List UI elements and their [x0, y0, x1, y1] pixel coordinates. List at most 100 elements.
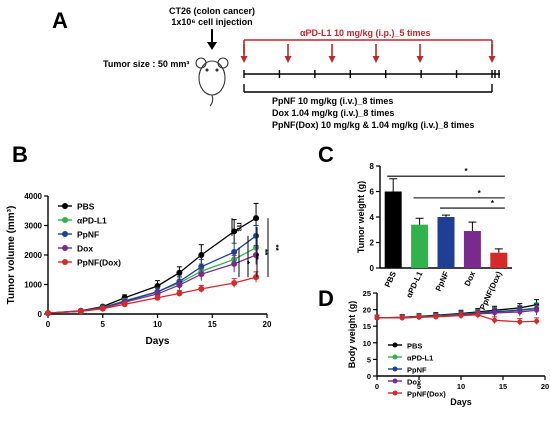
y-tick-label: 6 — [370, 188, 375, 197]
treatment-timeline — [243, 70, 500, 93]
dose-arrowhead-4 — [416, 56, 424, 63]
dose-arrowhead-2 — [328, 56, 336, 63]
legend-label: Dox — [407, 378, 422, 387]
timeline-ticks — [243, 70, 493, 78]
dose-arrowhead-0 — [240, 56, 248, 63]
body-weight-chart: 0 5 10 15 20 0 5 10 15 20 25 Days Body weight (g) PBS… — [347, 289, 549, 407]
y-axis-title: Body weight (g) — [347, 301, 357, 369]
legend-label: αPD-L1 — [407, 354, 433, 363]
data-point — [458, 313, 464, 319]
x-tick-label: 5 — [101, 320, 106, 329]
mouse-icon — [195, 57, 229, 107]
legend-label: PBS — [77, 202, 95, 212]
category-label: PBS — [383, 269, 398, 288]
data-point — [154, 282, 161, 289]
data-point — [374, 315, 380, 321]
significance-label: ** — [251, 253, 260, 260]
y-tick-label: 0 — [370, 264, 375, 273]
cell-injection-label-line2: 1x10⁶ cell injection — [171, 17, 252, 27]
legend-label: Dox — [77, 244, 93, 254]
y-tick-label: 10 — [363, 339, 371, 348]
y-tick-label: 3000 — [24, 222, 42, 231]
x-tick-label: 20 — [541, 382, 549, 391]
bar-PpNF(Dox) — [490, 252, 508, 268]
x-axis-title: Days — [146, 336, 170, 347]
data-point — [475, 312, 481, 318]
panel-label-c: C — [318, 142, 334, 167]
data-point — [121, 301, 128, 308]
tumor-weight-chart: 0 2 4 6 8 Tumor weight (g) PBS αPD-L1 PpNF Dox PpN… — [356, 162, 512, 311]
y-tick-label: 20 — [363, 306, 371, 315]
legend-label: αPD-L1 — [77, 216, 107, 226]
category-label: PpNF — [434, 270, 451, 293]
antibody-dose-arrows — [240, 44, 496, 63]
antibody-regimen-label: αPD-L1 10 mg/kg (i.p.)_5 times — [300, 28, 431, 38]
data-point — [231, 249, 238, 256]
category-label: αPD-L1 — [404, 270, 424, 300]
x-tick-label: 10 — [457, 382, 465, 391]
legend-label: PpNF — [77, 230, 99, 240]
y-axis-title: Tumor weight (g) — [356, 181, 366, 253]
x-tick-label: 15 — [208, 320, 217, 329]
x-tick-label: 5 — [417, 382, 421, 391]
category-label: PpNF(Dox) — [478, 270, 504, 312]
y-tick-label: 2000 — [24, 251, 42, 260]
injection-arrow-icon — [207, 29, 217, 50]
tumor-volume-chart: 0 5 10 15 20 0 1000 2000 3000 4000 Days Tumor volum… — [6, 192, 280, 347]
significance-label: ** — [260, 249, 269, 256]
y-tick-label: 4000 — [24, 192, 42, 201]
data-point — [416, 314, 422, 320]
data-point — [231, 280, 238, 287]
data-point — [492, 317, 498, 323]
legend-swatch-marker — [392, 378, 398, 384]
legend-swatch-marker — [392, 390, 398, 396]
legend: PBS αPD-L1 PpNF Dox PpNF(Dox) — [58, 202, 121, 268]
data-point — [154, 294, 161, 301]
y-tick-label: 5 — [367, 355, 371, 364]
dose-arrowhead-1 — [284, 56, 292, 63]
y-tick-label: 8 — [370, 162, 375, 171]
y-tick-label: 4 — [370, 213, 375, 222]
x-tick-label: 15 — [499, 382, 507, 391]
bar-αPD-L1 — [411, 224, 429, 268]
data-point — [77, 308, 84, 315]
data-point — [253, 215, 260, 222]
panel-d: D 0 5 10 15 20 0 5 10 15 20 25 Days Body weight (g) P… — [318, 286, 549, 407]
legend-label: PBS — [407, 342, 422, 351]
series-PpNF(Dox) — [45, 271, 260, 317]
legend-swatch-marker — [62, 231, 68, 237]
significance-label: * — [491, 199, 495, 208]
legend-swatch-marker — [62, 245, 68, 251]
panel-b: B 0 5 10 15 20 0 1000 2000 3000 4000 Days Tumor vol… — [6, 142, 280, 347]
data-point — [231, 228, 238, 235]
legend-label: PpNF — [407, 366, 427, 375]
significance-label: ** — [271, 245, 280, 252]
data-point — [176, 290, 183, 297]
regimen-line-3: PpNF(Dox) 10 mg/kg & 1.04 mg/kg (i.v.)_8… — [272, 120, 474, 130]
regimen-line-1: PpNF 10 mg/kg (i.v.)_8 times — [272, 96, 393, 106]
y-tick-label: 0 — [367, 372, 371, 381]
x-tick-label: 0 — [46, 320, 51, 329]
legend-swatch-marker — [392, 342, 398, 348]
legend-swatch-marker — [62, 217, 68, 223]
x-axis-title: Days — [450, 397, 472, 407]
data-point — [399, 315, 405, 321]
legend: PBS αPD-L1 PpNF Dox PpNF(Dox) — [388, 342, 446, 399]
dose-arrowhead-5 — [488, 56, 496, 63]
data-point — [433, 314, 439, 320]
data-point — [231, 260, 238, 267]
data-point — [99, 305, 106, 312]
x-tick-label: 0 — [375, 382, 379, 391]
category-label: Dox — [463, 270, 478, 288]
y-axis-title: Tumor volume (mm³) — [6, 206, 17, 305]
data-point — [198, 271, 205, 278]
data-point — [492, 310, 498, 316]
data-point — [517, 319, 523, 325]
legend-label: PpNF(Dox) — [77, 258, 121, 268]
data-point — [253, 274, 260, 281]
y-tick-label: 2 — [370, 239, 375, 248]
data-point — [534, 318, 540, 324]
regimen-line-2: Dox 1.04 mg/kg (i.v.)_8 times — [272, 108, 394, 118]
data-point — [253, 232, 260, 239]
